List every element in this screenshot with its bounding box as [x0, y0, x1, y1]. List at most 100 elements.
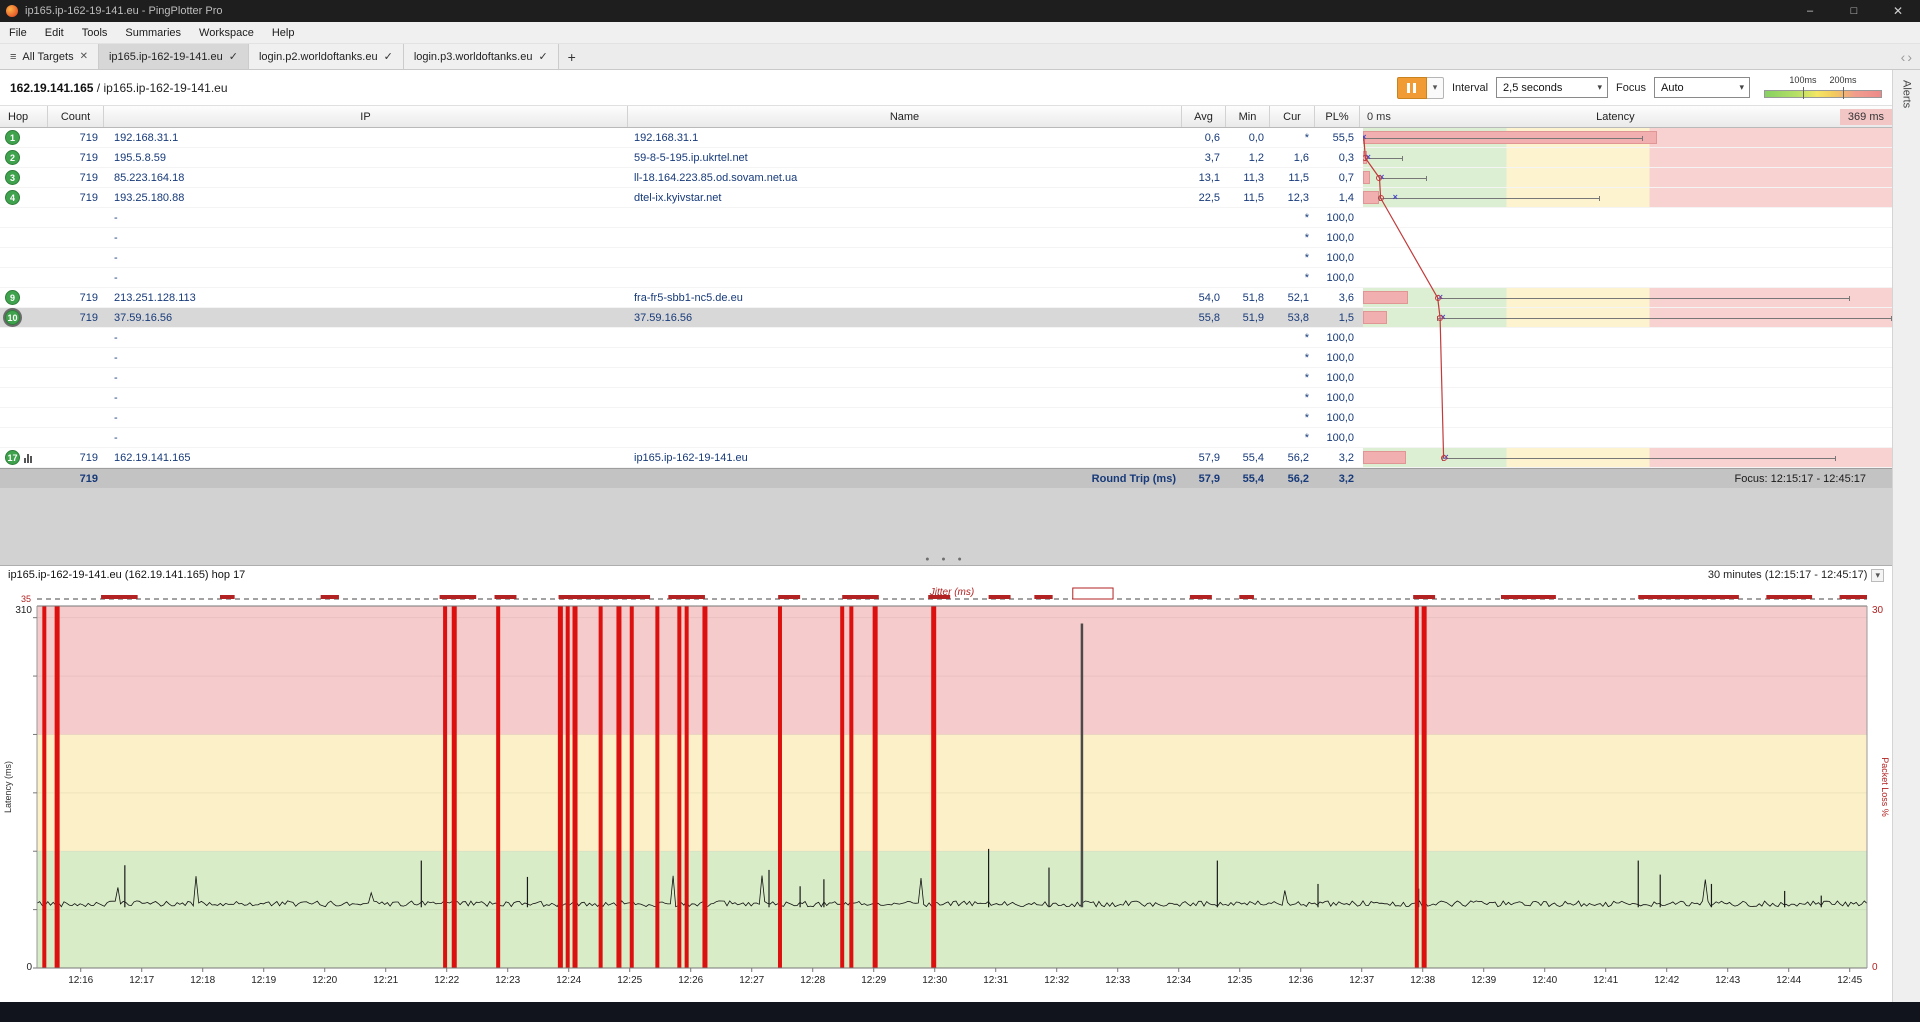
table-body: 1 719 192.168.31.1 192.168.31.1 0,6 0,0 * 55,5 ×…: [0, 128, 1892, 468]
alerts-panel-tab[interactable]: Alerts: [1892, 70, 1920, 1002]
name-cell: 59-8-5-195.ip.ukrtel.net: [634, 151, 748, 164]
tab-login-p2-worldoftanks-eu[interactable]: login.p2.worldoftanks.eu ✓: [248, 44, 404, 69]
avg-cell: 3,7: [1204, 151, 1220, 164]
focus-select[interactable]: Auto ▾: [1654, 77, 1750, 98]
hop-cell: [0, 348, 48, 367]
svg-text:12:26: 12:26: [678, 975, 703, 986]
column-header-pl[interactable]: PL%: [1315, 106, 1360, 127]
range-whisker: [1363, 135, 1643, 141]
hop-cell: 2: [0, 148, 48, 167]
svg-text:0: 0: [26, 962, 32, 973]
name-cell: [628, 228, 1182, 247]
hamburger-icon: ≡: [10, 50, 17, 63]
cur-cell: *: [1304, 411, 1309, 424]
svg-text:310: 310: [15, 605, 32, 616]
table-row[interactable]: - * 100,0: [0, 208, 1892, 228]
menu-item-file[interactable]: File: [9, 26, 27, 39]
table-row[interactable]: 2 719 195.5.8.59 59-8-5-195.ip.ukrtel.net 3,…: [0, 148, 1892, 168]
ip-cell: 195.5.8.59: [114, 151, 166, 164]
tab-all-targets[interactable]: ≡ All Targets ✕: [0, 44, 99, 69]
table-row[interactable]: 17 719 162.19.141.165 ip165.ip-162-19-141.e…: [0, 448, 1892, 468]
tab-scroll-right-icon[interactable]: ›: [1907, 48, 1912, 65]
menu-item-tools[interactable]: Tools: [81, 26, 108, 39]
table-row[interactable]: - * 100,0: [0, 268, 1892, 288]
table-row[interactable]: 9 719 213.251.128.113 fra-fr5-sbb1-nc5.de.e…: [0, 288, 1892, 308]
svg-text:12:36: 12:36: [1288, 975, 1313, 986]
timeline-range-dropdown-icon[interactable]: ▾: [1871, 568, 1884, 582]
column-header-name[interactable]: Name: [628, 106, 1182, 127]
name-cell: 192.168.31.1: [634, 131, 699, 144]
cur-cell: 11,5: [1288, 171, 1309, 184]
table-row[interactable]: - * 100,0: [0, 388, 1892, 408]
close-button[interactable]: ✕: [1892, 4, 1904, 18]
timeline-header: ip165.ip-162-19-141.eu (162.19.141.165) …: [0, 566, 1892, 584]
menu-item-workspace[interactable]: Workspace: [199, 26, 254, 39]
column-header-ip[interactable]: IP: [104, 106, 628, 127]
svg-text:12:24: 12:24: [556, 975, 581, 986]
packet-loss-bar: [1363, 451, 1407, 464]
table-row[interactable]: - * 100,0: [0, 248, 1892, 268]
timeline-title: ip165.ip-162-19-141.eu (162.19.141.165) …: [8, 569, 246, 581]
hop-cell: 4: [0, 188, 48, 207]
column-header-count[interactable]: Count: [48, 106, 104, 127]
latency-cell: ×: [1363, 288, 1892, 307]
interval-select[interactable]: 2,5 seconds ▾: [1496, 77, 1609, 98]
menu-item-edit[interactable]: Edit: [44, 26, 64, 39]
range-whisker: [1437, 315, 1892, 321]
timeline-panel: ip165.ip-162-19-141.eu (162.19.141.165) …: [0, 565, 1892, 1002]
name-cell: [628, 268, 1182, 287]
table-row[interactable]: 4 719 193.25.180.88 dtel-ix.kyivstar.net 22,…: [0, 188, 1892, 208]
table-row[interactable]: 3 719 85.223.164.18 ll-18.164.223.85.od.sov…: [0, 168, 1892, 188]
table-row[interactable]: - * 100,0: [0, 348, 1892, 368]
latency-cell: [1363, 328, 1892, 347]
target-hostname: ip165.ip-162-19-141.eu: [103, 80, 228, 95]
tab-ip165-ip-162-19-141-eu[interactable]: ip165.ip-162-19-141.eu ✓: [98, 44, 249, 69]
column-header-hop[interactable]: Hop: [0, 106, 48, 127]
latency-cell: [1363, 368, 1892, 387]
column-header-min[interactable]: Min: [1226, 106, 1270, 127]
packet-loss-bar: [1363, 191, 1379, 204]
tab-login-p3-worldoftanks-eu[interactable]: login.p3.worldoftanks.eu ✓: [403, 44, 559, 69]
svg-text:12:39: 12:39: [1471, 975, 1496, 986]
cur-cell: *: [1304, 331, 1309, 344]
menu-item-help[interactable]: Help: [271, 26, 295, 39]
table-row[interactable]: - * 100,0: [0, 428, 1892, 448]
latency-cell: [1363, 248, 1892, 267]
hop-badge: 4: [5, 190, 20, 205]
menu-item-summaries[interactable]: Summaries: [125, 26, 182, 39]
maximize-button[interactable]: □: [1850, 5, 1858, 17]
table-row[interactable]: - * 100,0: [0, 228, 1892, 248]
table-row[interactable]: 10 719 37.59.16.56 37.59.16.56 55,8 51,9 53,8 1…: [0, 308, 1892, 328]
pl-cell: 0,7: [1338, 171, 1354, 184]
new-tab-button[interactable]: +: [567, 48, 576, 65]
packet-loss-bar: [1363, 171, 1371, 184]
ip-cell: 192.168.31.1: [114, 131, 179, 144]
column-header-avg[interactable]: Avg: [1182, 106, 1226, 127]
pl-cell: 100,0: [1326, 231, 1354, 244]
pause-dropdown-icon[interactable]: ▾: [1426, 76, 1444, 99]
table-row[interactable]: - * 100,0: [0, 408, 1892, 428]
column-header-latency[interactable]: 0 ms Latency 369 ms: [1363, 106, 1892, 127]
latency-cell: [1363, 408, 1892, 427]
latency-cell: ×: [1363, 168, 1892, 187]
min-cell: [1226, 408, 1270, 427]
table-row[interactable]: - * 100,0: [0, 368, 1892, 388]
table-row[interactable]: - * 100,0: [0, 328, 1892, 348]
minimize-button[interactable]: –: [1806, 5, 1814, 17]
tab-list: ≡ All Targets ✕ ip165.ip-162-19-141.eu ✓ logi…: [0, 44, 559, 69]
table-header-row: Hop Count IP Name Avg Min Cur PL% 0 ms Latency 369…: [0, 106, 1892, 128]
panel-splitter-handle[interactable]: ● ● ●: [0, 553, 1892, 565]
min-cell: 11,5: [1243, 191, 1264, 204]
hop-cell: [0, 268, 48, 287]
target-separator: /: [93, 80, 104, 95]
table-row[interactable]: 1 719 192.168.31.1 192.168.31.1 0,6 0,0 * 55,5 ×: [0, 128, 1892, 148]
pause-button[interactable]: [1396, 76, 1427, 99]
svg-text:12:35: 12:35: [1227, 975, 1252, 986]
close-tab-icon[interactable]: ✕: [79, 51, 88, 62]
tab-scroll-left-icon[interactable]: ‹: [1900, 48, 1906, 65]
svg-text:12:37: 12:37: [1349, 975, 1374, 986]
column-header-cur[interactable]: Cur: [1270, 106, 1315, 127]
hop-badge: 10: [5, 310, 20, 325]
svg-text:Jitter (ms): Jitter (ms): [929, 587, 974, 598]
